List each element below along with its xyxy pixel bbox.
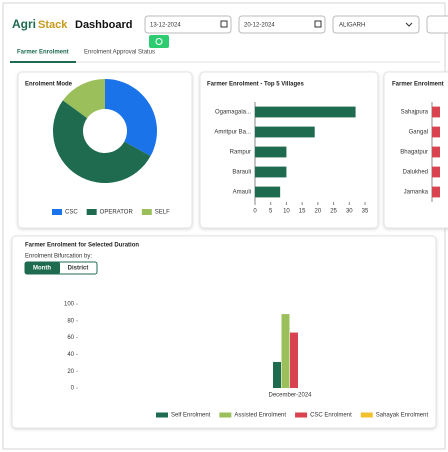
start-date-input[interactable] xyxy=(144,15,232,34)
x-tick-label: 0 xyxy=(253,209,257,215)
calendar-icon xyxy=(220,20,228,28)
y-tick-label: Jamanka xyxy=(404,190,429,196)
x-tick-label: 30 xyxy=(346,209,353,215)
card-title: Farmer Enrolment - Top 5 Villages xyxy=(207,82,304,88)
y-tick-label: 20 xyxy=(67,369,74,375)
chevron xyxy=(405,22,413,27)
legend-swatch xyxy=(52,209,62,215)
district: ALIGARH xyxy=(339,23,365,29)
card-title: Farmer Enrolment xyxy=(392,82,444,88)
legend-swatch xyxy=(295,412,308,418)
legend-swatch xyxy=(360,412,373,418)
pie-slice xyxy=(53,100,151,183)
legend-label: OPERATOR xyxy=(100,210,134,216)
y-tick-label: 80 xyxy=(67,318,74,324)
pie-slice xyxy=(62,79,105,119)
x-tick-label: 20 xyxy=(315,209,322,215)
y-tick-label: 40 xyxy=(67,352,74,358)
bar xyxy=(432,106,440,118)
clipped-card: Farmer Enrolment Sahajpura Gangal Bhagatpu… xyxy=(392,82,444,202)
y-tick-label: Gangal xyxy=(409,130,428,136)
x-tick-label: 25 xyxy=(330,209,337,215)
legend-label: Sahayak Enrolment xyxy=(376,413,429,419)
refresh-icon xyxy=(155,38,163,45)
y-tick-label: 0 xyxy=(71,386,75,392)
district-select[interactable] xyxy=(332,15,420,34)
bar xyxy=(255,106,356,118)
bar xyxy=(432,126,440,138)
extra-select[interactable] xyxy=(426,15,448,34)
card-title: Enrolment Mode xyxy=(25,82,73,88)
end-date: 20-12-2024 xyxy=(244,23,275,29)
legend-label: CSC Enrolment xyxy=(310,413,352,419)
bar xyxy=(255,126,315,138)
y-tick-label: Amritpur Ba... xyxy=(214,130,251,136)
y-tick-label: Amauli xyxy=(233,190,251,196)
logo-suffix: Stack xyxy=(38,19,68,31)
y-tick-label: Ogamagala... xyxy=(215,110,251,116)
bar xyxy=(432,166,440,178)
bar xyxy=(281,314,290,388)
y-tick-label: 100 xyxy=(64,302,75,308)
card xyxy=(11,235,437,429)
legend-swatch xyxy=(141,209,152,215)
filter-label: Enrolment Bifurcation by: xyxy=(25,254,92,260)
logo-prefix: Agri xyxy=(12,17,36,31)
legend-label: Self Enrolment xyxy=(171,413,211,419)
card-title: Farmer Enrolment for Selected Duration xyxy=(25,243,139,249)
legend-swatch xyxy=(86,209,97,215)
refresh-button[interactable] xyxy=(149,35,169,48)
bar xyxy=(255,186,281,198)
legend-label: Assisted Enrolment xyxy=(234,413,286,419)
bar xyxy=(273,361,281,388)
y-tick-label: Sahajpura xyxy=(401,110,429,116)
x-tick-label: 5 xyxy=(269,209,273,215)
y-tick-label: Bhagatpur xyxy=(400,150,428,156)
y-tick-label: Dalukhed xyxy=(403,170,428,176)
card xyxy=(199,71,379,229)
bar xyxy=(290,332,298,388)
bar xyxy=(432,186,440,198)
legend-label: SELF xyxy=(155,210,170,216)
bar xyxy=(255,146,287,158)
y-tick-label: Barauli xyxy=(232,170,251,176)
calendar-icon xyxy=(314,20,322,28)
legend-swatch xyxy=(219,412,232,418)
bar xyxy=(255,166,287,178)
legend-swatch xyxy=(156,412,168,418)
x-tick-label: 10 xyxy=(283,209,290,215)
x-tick-label: December-2024 xyxy=(268,393,312,399)
end-date-input[interactable] xyxy=(238,15,326,34)
bar xyxy=(432,146,440,158)
toggle-option[interactable]: Month xyxy=(33,266,51,272)
x-tick-label: 35 xyxy=(362,209,369,215)
y-tick-label: Rampur xyxy=(230,150,251,156)
tab[interactable]: Farmer Enrolment xyxy=(17,50,69,56)
start-date: 13-12-2024 xyxy=(150,23,181,29)
pie-slice xyxy=(105,79,157,157)
page-title: Dashboard xyxy=(75,19,132,31)
y-tick-label: 60 xyxy=(67,335,74,341)
legend-label: CSC xyxy=(65,210,78,216)
toggle-active[interactable] xyxy=(25,262,60,274)
x-tick-label: 15 xyxy=(299,209,306,215)
toggle-option[interactable]: District xyxy=(68,266,89,272)
tab[interactable]: Enrolment Approval Status xyxy=(84,50,155,56)
